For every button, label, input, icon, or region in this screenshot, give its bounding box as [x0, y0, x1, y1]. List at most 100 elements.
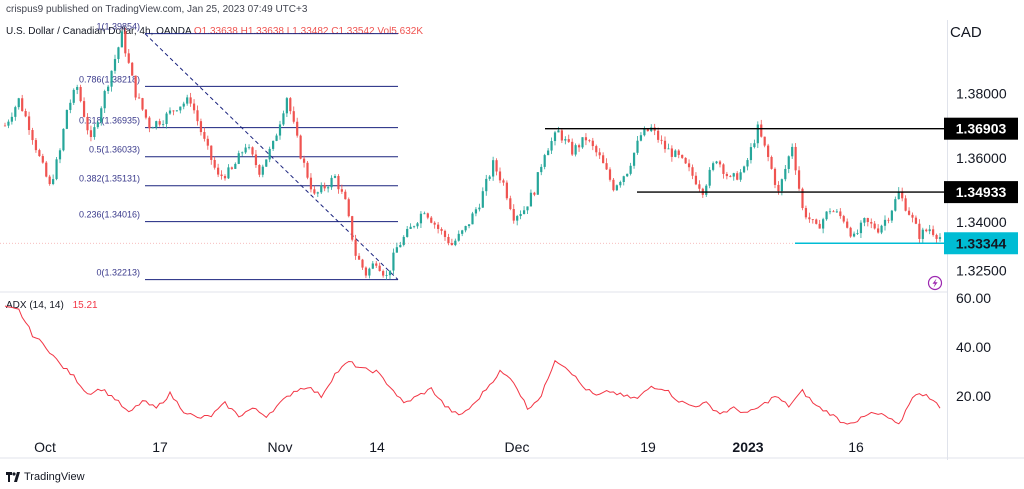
candle-down — [364, 267, 368, 276]
candle-up — [739, 172, 742, 180]
candle-down — [292, 111, 295, 122]
candle-down — [904, 198, 907, 211]
candle-down — [24, 111, 27, 117]
time-axis-tick: 17 — [152, 439, 168, 455]
candle-up — [120, 31, 123, 48]
candle-up — [241, 152, 244, 154]
candle-up — [632, 152, 636, 166]
lightning-icon[interactable] — [927, 275, 943, 291]
candle-down — [192, 103, 196, 111]
candle-down — [818, 223, 821, 229]
candle-up — [749, 147, 753, 161]
candle-down — [433, 222, 436, 225]
candle-down — [382, 271, 385, 276]
candle-up — [282, 113, 285, 125]
candle-up — [227, 167, 230, 179]
level-tag-bg — [944, 181, 1018, 204]
candle-down — [31, 130, 34, 141]
candle-down — [144, 109, 148, 118]
fib-level-label: 0.236(1.34016) — [79, 210, 140, 220]
fib-level-label: 0.618(1.36935) — [79, 116, 140, 126]
candle-down — [354, 239, 357, 256]
candle-up — [478, 207, 481, 210]
candle-down — [137, 97, 141, 99]
candle-up — [529, 192, 533, 207]
candle-up — [423, 213, 426, 215]
level-tag: 1.34933 — [956, 184, 1007, 200]
candle-down — [223, 176, 227, 179]
tradingview-brand[interactable]: TradingView — [6, 471, 85, 483]
candle-down — [873, 223, 876, 229]
candle-up — [330, 177, 333, 188]
candle-down — [684, 157, 687, 164]
time-axis-tick: 2023 — [732, 439, 763, 455]
candle-down — [206, 138, 209, 146]
adx-legend[interactable]: ADX (14, 14) 15.21 — [6, 300, 98, 311]
candle-up — [107, 86, 110, 92]
candle-down — [670, 148, 673, 157]
candle-down — [34, 140, 38, 151]
candlestick-series — [3, 27, 942, 280]
candle-down — [357, 255, 361, 260]
candle-down — [337, 175, 340, 190]
candle-down — [82, 101, 86, 117]
candle-down — [440, 228, 443, 231]
candle-down — [21, 98, 24, 112]
candle-up — [547, 150, 550, 156]
candle-up — [117, 47, 120, 60]
candle-down — [447, 236, 450, 244]
candle-up — [272, 140, 275, 149]
candle-down — [323, 185, 326, 189]
candle-up — [481, 191, 484, 208]
candle-up — [536, 172, 539, 195]
candle-down — [131, 62, 134, 76]
candle-up — [550, 141, 553, 151]
candle-up — [667, 148, 670, 150]
candle-down — [808, 217, 811, 220]
candle-up — [333, 175, 337, 178]
candle-up — [574, 145, 577, 155]
candle-up — [540, 166, 543, 173]
candle-down — [509, 198, 512, 210]
candle-up — [285, 98, 288, 114]
candle-up — [746, 160, 749, 167]
candle-down — [770, 156, 773, 169]
candle-down — [901, 191, 904, 199]
candle-down — [811, 219, 814, 221]
time-axis-tick: 16 — [848, 439, 864, 455]
candle-up — [412, 226, 416, 228]
candle-up — [247, 147, 251, 149]
candle-up — [791, 146, 794, 157]
candle-up — [629, 165, 632, 174]
adx-axis-tick: 60.00 — [956, 290, 991, 306]
price-axis-tick: 1.34000 — [956, 214, 1007, 230]
candle-down — [773, 168, 777, 185]
candle-up — [712, 163, 715, 170]
candle-down — [426, 213, 429, 218]
candle-down — [801, 188, 804, 209]
candle-down — [832, 211, 835, 213]
candle-up — [244, 147, 247, 153]
tradingview-logo-icon — [6, 472, 20, 482]
symbol-name[interactable]: U.S. Dollar / Canadian Dollar, 4h, OANDA — [6, 26, 192, 37]
candle-up — [488, 176, 491, 179]
candle-up — [780, 179, 783, 192]
candle-down — [677, 150, 680, 155]
candle-up — [464, 226, 467, 231]
candle-up — [100, 108, 103, 123]
candle-down — [694, 175, 698, 185]
candle-down — [567, 139, 570, 142]
horizontal-levels[interactable] — [545, 127, 947, 244]
candle-down — [911, 214, 914, 218]
candle-up — [822, 219, 825, 229]
candle-down — [189, 97, 192, 104]
candle-down — [663, 140, 667, 150]
candle-up — [179, 106, 182, 111]
candle-up — [76, 86, 79, 90]
price-tags: 1.36903 1.34933 1.33344 — [944, 117, 1018, 255]
candle-up — [165, 113, 168, 124]
candle-up — [278, 124, 282, 136]
candle-up — [581, 137, 584, 148]
ohlc-high: H1.33638 — [240, 26, 284, 37]
